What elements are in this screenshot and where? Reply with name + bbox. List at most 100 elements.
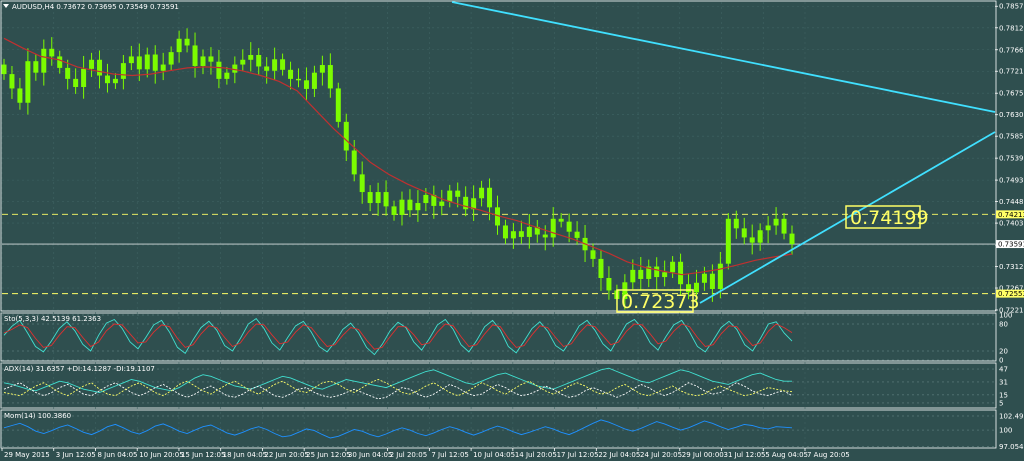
sub-y-tick-label: 100 xyxy=(999,312,1012,320)
sub-y-tick-label: 0 xyxy=(999,357,1003,365)
candle-body xyxy=(558,218,564,222)
candle-body xyxy=(9,74,15,89)
candle-body xyxy=(1,64,7,75)
x-tick-label: 29 Jul 00:00 xyxy=(682,451,724,459)
candle-body xyxy=(534,226,540,235)
x-tick-label: 31 Jul 12:05 xyxy=(724,451,766,459)
stochastic-label: Sto(5,3,3) 42.5139 61.2363 xyxy=(4,315,101,323)
moving-average xyxy=(3,37,793,276)
x-tick-label: 22 Jul 04:05 xyxy=(598,451,640,459)
candle-body xyxy=(757,230,763,243)
candle-body xyxy=(136,56,142,70)
candle-body xyxy=(693,282,699,293)
sub-y-tick-label: 5 xyxy=(999,399,1003,407)
candle-body xyxy=(49,48,55,57)
x-tick-label: 8 Jun 04:05 xyxy=(97,451,137,459)
candle-body xyxy=(598,258,604,279)
candle-body xyxy=(439,201,445,206)
candle-body xyxy=(479,187,485,199)
candle-body xyxy=(296,78,302,81)
candle-body xyxy=(630,269,636,283)
candle-body xyxy=(176,38,182,53)
candle-body xyxy=(264,66,270,71)
price-level-tag xyxy=(996,289,1024,298)
x-tick-label: 25 Jun 12:05 xyxy=(306,451,350,459)
candle-body xyxy=(566,221,572,232)
candle-body xyxy=(65,67,71,79)
x-tick-label: 10 Jul 04:05 xyxy=(473,451,515,459)
candle-body xyxy=(256,55,262,67)
candle-body xyxy=(120,63,126,79)
candle-body xyxy=(192,45,198,66)
collapse-arrow-icon[interactable] xyxy=(3,4,9,8)
candle-body xyxy=(280,59,286,70)
annotation-box xyxy=(616,289,694,313)
x-tick-label: 15 Jun 12:05 xyxy=(181,451,225,459)
x-tick-label: 2 Jul 20:05 xyxy=(390,451,428,459)
support-trendline xyxy=(699,131,996,304)
candle-body xyxy=(232,64,238,73)
candle-body xyxy=(455,190,461,197)
x-tick-label: 5 Aug 04:05 xyxy=(765,451,808,459)
candle-body xyxy=(25,61,31,103)
sub-y-tick-label: 20 xyxy=(999,348,1008,356)
indicator-series-line xyxy=(3,317,793,356)
candle-body xyxy=(471,198,477,210)
candle-body xyxy=(415,203,421,211)
annotation-text: 0.74199 xyxy=(850,207,929,229)
candle-body xyxy=(200,56,206,66)
candle-body xyxy=(33,61,39,73)
candle-body xyxy=(725,218,731,264)
sub-y-tick-label: 31 xyxy=(999,378,1008,386)
x-tick-label: 7 Aug 20:05 xyxy=(807,451,850,459)
candle-body xyxy=(97,59,103,76)
candle-body xyxy=(447,190,453,202)
candle-body xyxy=(741,228,747,238)
candle-body xyxy=(550,218,556,238)
sub-y-tick-label: 80 xyxy=(999,321,1008,329)
candle-body xyxy=(311,72,317,89)
candle-body xyxy=(288,69,294,79)
candle-body xyxy=(789,233,795,245)
x-tick-label: 22 Jun 20:05 xyxy=(264,451,308,459)
candle-body xyxy=(463,196,469,210)
sub-y-tick-label: 100 xyxy=(999,427,1012,435)
candle-body xyxy=(81,68,87,87)
candle-body xyxy=(73,78,79,87)
candle-body xyxy=(638,269,644,279)
grid xyxy=(1,2,995,448)
candle-body xyxy=(343,121,349,151)
candle-body xyxy=(773,218,779,226)
symbol-header: AUDUSD,H4 0.73672 0.73695 0.73549 0.7359… xyxy=(12,3,179,11)
x-tick-label: 30 Jun 04:05 xyxy=(348,451,392,459)
candle-body xyxy=(670,261,676,273)
price-level-tag xyxy=(996,240,1024,249)
candle-body xyxy=(662,272,668,278)
main-pane-frame xyxy=(0,0,997,312)
candle-body xyxy=(184,38,190,46)
sub-y-tick-label: 15 xyxy=(999,391,1008,399)
price-level-tag xyxy=(996,210,1024,219)
resistance-trendline xyxy=(451,1,996,113)
candle-body xyxy=(709,273,715,289)
annotation-text: 0.72373 xyxy=(621,291,700,313)
candle-body xyxy=(399,199,405,215)
annotations: 0.74199 0.72373 xyxy=(616,205,929,313)
candle-body xyxy=(526,226,532,237)
candle-body xyxy=(423,194,429,204)
candle-body xyxy=(487,187,493,208)
candle-body xyxy=(160,64,166,71)
candle-body xyxy=(319,65,325,73)
x-tick-label: 14 Jul 20:05 xyxy=(515,451,557,459)
candle-body xyxy=(303,80,309,89)
candle-body xyxy=(502,225,508,239)
